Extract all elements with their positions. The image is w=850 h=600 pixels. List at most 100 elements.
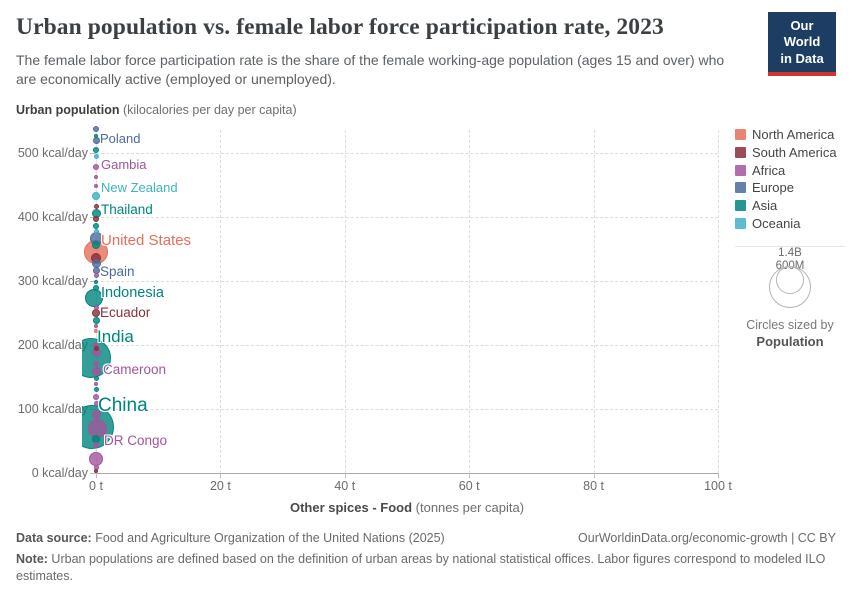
- point-label-china[interactable]: China: [98, 395, 148, 416]
- bubble-gambia[interactable]: [93, 164, 99, 171]
- bubble[interactable]: [93, 387, 99, 393]
- point-label-thailand[interactable]: Thailand: [101, 202, 153, 217]
- bubble[interactable]: [93, 203, 99, 209]
- bubble[interactable]: [93, 146, 99, 153]
- bubble[interactable]: [91, 258, 101, 268]
- point-label-ecuador[interactable]: Ecuador: [100, 305, 151, 320]
- y-gridline: [96, 217, 718, 218]
- legend-item-oceania[interactable]: Oceania: [735, 214, 837, 232]
- y-gridline: [96, 281, 718, 282]
- bubble-poland[interactable]: [92, 137, 100, 145]
- x-tick-mark: [220, 473, 222, 478]
- footer-link[interactable]: OurWorldinData.org/economic-growth | CC …: [578, 531, 836, 545]
- bubble[interactable]: [93, 305, 99, 311]
- bubble[interactable]: [94, 280, 98, 285]
- bubble[interactable]: [94, 469, 98, 473]
- bubble[interactable]: [94, 134, 98, 139]
- bubble-cameroon[interactable]: [91, 366, 101, 376]
- x-gridline: [718, 130, 719, 473]
- bubble-new-zealand[interactable]: [92, 191, 100, 200]
- bubble-dr-congo[interactable]: [89, 451, 103, 466]
- x-tick-mark: [718, 473, 719, 478]
- y-gridline: [96, 409, 718, 410]
- y-axis-title: Urban population (kilocalories per day p…: [16, 103, 297, 117]
- bubble-ecuador[interactable]: [92, 309, 100, 317]
- bubble[interactable]: [93, 361, 99, 368]
- legend-item-label: Asia: [752, 198, 778, 214]
- point-label-gambia[interactable]: Gambia: [101, 157, 147, 172]
- y-tick-label: 300 kcal/day: [17, 274, 88, 288]
- point-label-dr-congo[interactable]: DR Congo: [104, 433, 168, 448]
- x-tick-mark: [469, 473, 471, 478]
- legend-divider: [735, 246, 845, 247]
- point-label-new-zealand[interactable]: New Zealand: [101, 180, 178, 195]
- x-tick-label: 60 t: [458, 479, 480, 493]
- point-label-united-states[interactable]: United States: [101, 232, 192, 249]
- x-tick-label: 100 t: [704, 479, 732, 493]
- x-gridline: [344, 130, 346, 473]
- bubble[interactable]: [93, 375, 99, 381]
- bubble[interactable]: [94, 328, 98, 333]
- bubble[interactable]: [94, 175, 98, 180]
- bubble[interactable]: [93, 215, 99, 222]
- x-tick-mark: [593, 473, 595, 478]
- y-tick-mark: [90, 473, 96, 474]
- x-tick-mark: [96, 473, 97, 478]
- bubble[interactable]: [93, 273, 99, 279]
- bubble[interactable]: [91, 410, 101, 420]
- bubble[interactable]: [93, 441, 99, 448]
- y-tick-label: 0 kcal/day: [31, 466, 88, 480]
- bubble[interactable]: [93, 125, 99, 132]
- x-tick-label: 20 t: [209, 479, 231, 493]
- point-label-spain[interactable]: Spain: [100, 264, 135, 279]
- x-gridline: [220, 130, 222, 473]
- point-label-poland[interactable]: Poland: [100, 131, 141, 146]
- legend-item-south-america[interactable]: South America: [735, 144, 837, 162]
- legend-item-europe[interactable]: Europe: [735, 179, 837, 197]
- bubble[interactable]: [93, 400, 99, 406]
- legend-item-label: Europe: [752, 180, 794, 196]
- owid-logo-redbar: [768, 71, 836, 76]
- y-gridline: [96, 345, 718, 346]
- legend-item-asia[interactable]: Asia: [735, 197, 837, 215]
- y-tick-label: 500 kcal/day: [17, 146, 88, 160]
- bubble[interactable]: [94, 323, 98, 328]
- bubble[interactable]: [93, 393, 99, 400]
- chart-subtitle: The female labor force participation rat…: [16, 52, 725, 88]
- point-label-india[interactable]: India: [97, 327, 134, 346]
- bubble[interactable]: [92, 241, 100, 250]
- legend-item-africa[interactable]: Africa: [735, 161, 837, 179]
- y-tick-label: 400 kcal/day: [17, 210, 88, 224]
- bubble[interactable]: [94, 184, 98, 189]
- x-tick-label: 80 t: [583, 479, 605, 493]
- bubble[interactable]: [93, 285, 99, 292]
- y-tick-label: 200 kcal/day: [17, 338, 88, 352]
- y-tick-label: 100 kcal/day: [17, 402, 88, 416]
- size-legend-caption: Circles sized by Population: [746, 318, 834, 349]
- legend-swatch-icon: [735, 182, 746, 194]
- continent-legend: North America South America Africa Europe As…: [735, 126, 837, 232]
- owid-logo-text: Our World in Data: [768, 12, 836, 72]
- legend-swatch-icon: [735, 147, 746, 159]
- page-title: Urban population vs. female labor force …: [16, 14, 664, 40]
- bubble[interactable]: [92, 316, 100, 324]
- bubble[interactable]: [93, 222, 99, 229]
- size-legend-outer-label: 1.4B: [778, 247, 802, 259]
- point-label-cameroon[interactable]: Cameroon: [103, 362, 167, 377]
- bubble[interactable]: [93, 153, 99, 159]
- owid-logo[interactable]: Our World in Data: [768, 12, 836, 76]
- x-gridline: [469, 130, 471, 473]
- bubble[interactable]: [94, 382, 98, 387]
- x-tick-label: 0 t: [89, 479, 103, 493]
- x-tick-label: 40 t: [334, 479, 356, 493]
- x-tick-mark: [344, 473, 346, 478]
- y-tick-mark: [90, 281, 96, 282]
- point-label-indonesia[interactable]: Indonesia: [101, 285, 164, 301]
- bubble[interactable]: [93, 345, 99, 351]
- legend-item-north-america[interactable]: North America: [735, 126, 837, 144]
- legend-swatch-icon: [735, 164, 746, 176]
- footer-note: Note: Urban populations are defined base…: [16, 552, 826, 583]
- legend-swatch-icon: [735, 217, 746, 229]
- bubble[interactable]: [93, 228, 99, 234]
